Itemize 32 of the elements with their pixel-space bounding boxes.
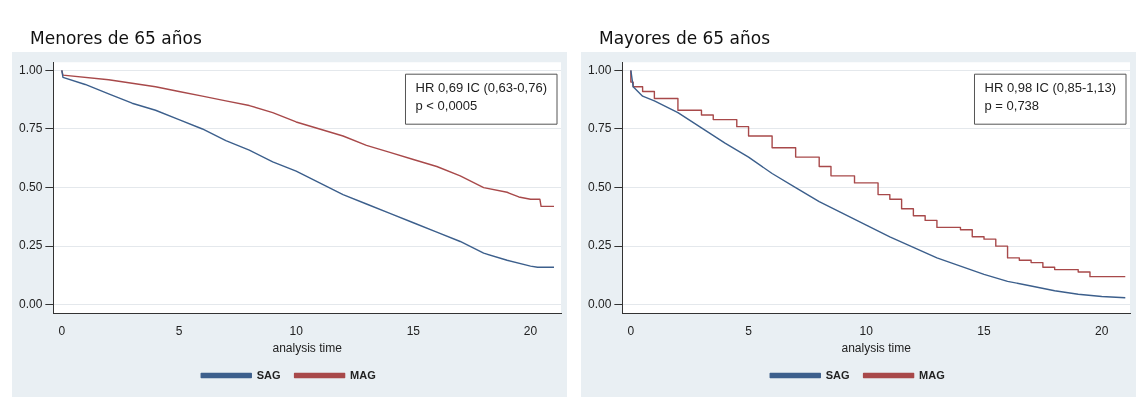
annotation: p = 0,738 — [984, 98, 1040, 114]
x-tick-label: 15 — [977, 323, 992, 338]
y-tick-label: 1.00 — [19, 62, 43, 77]
y-tick-label: 0.25 — [19, 238, 43, 253]
x-tick-label: 20 — [1095, 323, 1109, 338]
annotation: HR 0,98 IC (0,85-1,13) — [984, 80, 1117, 96]
legend-label: SAG — [825, 368, 850, 381]
legend-label: MAG — [919, 368, 945, 381]
chart-title: Mayores de 65 años — [599, 28, 772, 48]
y-tick-label: 0.25 — [588, 238, 612, 253]
y-tick-label: 0.75 — [19, 121, 43, 136]
y-tick-label: 0.50 — [19, 179, 43, 194]
x-tick-label: 10 — [289, 323, 304, 338]
legend-label: MAG — [350, 368, 376, 381]
annotation: HR 0,69 IC (0,63-0,76) — [415, 80, 548, 96]
x-tick-label: 5 — [175, 323, 183, 338]
x-tick-label: 0 — [58, 323, 66, 338]
x-tick-label: 5 — [745, 323, 753, 338]
annotation: p < 0,0005 — [415, 98, 478, 114]
y-tick-label: 0.00 — [588, 297, 612, 312]
y-tick-label: 0.50 — [588, 179, 612, 194]
y-tick-label: 0.00 — [19, 297, 43, 312]
y-tick-label: 1.00 — [588, 62, 612, 77]
x-tick-label: 20 — [523, 323, 538, 338]
legend-label: SAG — [256, 368, 281, 381]
x-tick-label: 0 — [627, 323, 635, 338]
x-tick-label: 10 — [859, 323, 874, 338]
x-axis-title: analysis time — [272, 341, 343, 356]
x-axis-title: analysis time — [841, 341, 912, 356]
y-tick-label: 0.75 — [588, 121, 612, 136]
chart-title: Menores de 65 años — [30, 28, 203, 48]
x-tick-label: 15 — [406, 323, 421, 338]
